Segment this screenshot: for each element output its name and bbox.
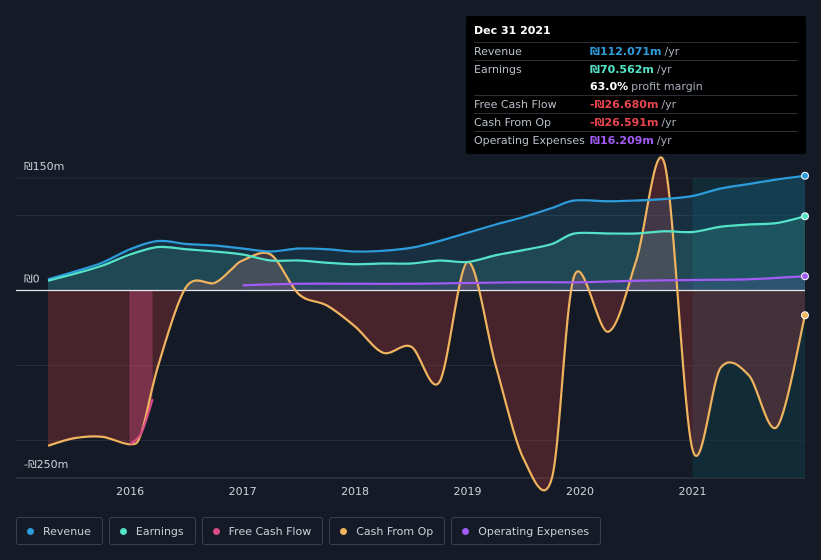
operating-expenses-endpoint (801, 272, 809, 281)
x-tick-label: 2017 (229, 485, 257, 498)
gridlines (16, 177, 805, 479)
cash-from-op-area (48, 157, 805, 491)
tooltip-row: 63.0% profit margin (474, 78, 798, 95)
x-tick-label: 2016 (116, 485, 144, 498)
tooltip-row: Earnings ₪70.562m/yr (474, 60, 798, 78)
y-tick-label: -₪250m (24, 458, 68, 471)
legend-dot-icon (212, 527, 220, 535)
y-tick-label: ₪150m (24, 160, 64, 173)
tooltip-row-value: -₪26.591m (590, 116, 659, 129)
tooltip-row-unit: /yr (661, 98, 677, 111)
operating-expenses-area (242, 276, 805, 291)
cash-from-op-endpoint (801, 311, 809, 320)
legend-dot-icon (340, 527, 348, 535)
tooltip-date: Dec 31 2021 (474, 24, 551, 37)
legend-dot-icon (119, 527, 127, 535)
earnings-endpoint (801, 212, 809, 221)
operating-expenses-line (242, 275, 806, 287)
tooltip-row-value: ₪16.209m (590, 134, 654, 147)
tooltip-row-label: Earnings (474, 63, 522, 76)
legend-dot-icon (462, 527, 470, 535)
tooltip-row-label (474, 78, 590, 95)
legend-item-operating-expenses[interactable]: Operating Expenses (451, 517, 602, 545)
tooltip-row-unit: /yr (656, 134, 672, 147)
cash-from-op-line (47, 156, 807, 492)
legend-item-revenue[interactable]: Revenue (16, 517, 103, 545)
legend-dot-icon (27, 527, 34, 535)
tooltip-row: Free Cash Flow -₪26.680m/yr (474, 95, 798, 113)
tooltip-row: Revenue ₪112.071m/yr (474, 42, 798, 60)
revenue-endpoint (801, 171, 809, 180)
tooltip-row-unit: /yr (661, 116, 677, 129)
tooltip-row-label: Free Cash Flow (474, 98, 557, 111)
x-tick-label: 2021 (679, 485, 707, 498)
y-tick-label: ₪0 (24, 273, 40, 286)
earnings-area (48, 216, 805, 291)
tooltip-row-label: Revenue (474, 45, 522, 58)
legend-label: Revenue (43, 524, 91, 538)
free-cash-flow-area (130, 290, 153, 445)
legend-label: Operating Expenses (478, 524, 590, 538)
tooltip-row: Operating Expenses ₪16.209m/yr (474, 131, 798, 149)
x-tick-label: 2018 (341, 485, 369, 498)
tooltip-row-label: Cash From Op (474, 116, 552, 129)
legend-label: Free Cash Flow (228, 524, 312, 538)
tooltip-row-label: Operating Expenses (474, 134, 585, 147)
tooltip-row-value: 63.0% (590, 80, 629, 93)
legend-item-free-cash-flow[interactable]: Free Cash Flow (201, 517, 324, 545)
tooltip-row-unit: /yr (664, 45, 680, 58)
legend: Revenue Earnings Free Cash Flow Cash From O… (16, 517, 602, 545)
legend-label: Cash From Op (356, 524, 434, 538)
legend-item-earnings[interactable]: Earnings (108, 517, 196, 545)
tooltip-row-unit: /yr (656, 63, 672, 76)
revenue-area (48, 175, 805, 291)
legend-item-cash-from-op[interactable]: Cash From Op (329, 517, 446, 545)
legend-label: Earnings (135, 524, 184, 538)
x-tick-label: 2020 (566, 485, 594, 498)
tooltip-row-value: ₪70.562m (590, 63, 654, 76)
revenue-line (47, 174, 806, 281)
x-tick-label: 2019 (454, 485, 482, 498)
tooltip-row-unit: profit margin (631, 80, 703, 93)
tooltip-row: Cash From Op -₪26.591m/yr (474, 113, 798, 131)
free-cash-flow-line (129, 398, 154, 446)
tooltip-row-value: ₪112.071m (590, 45, 662, 58)
earnings-line (47, 215, 806, 282)
tooltip-panel: Dec 31 2021 Revenue ₪112.071m/yr Earnings ₪… (466, 16, 806, 154)
tooltip-row-value: -₪26.680m (590, 98, 659, 111)
